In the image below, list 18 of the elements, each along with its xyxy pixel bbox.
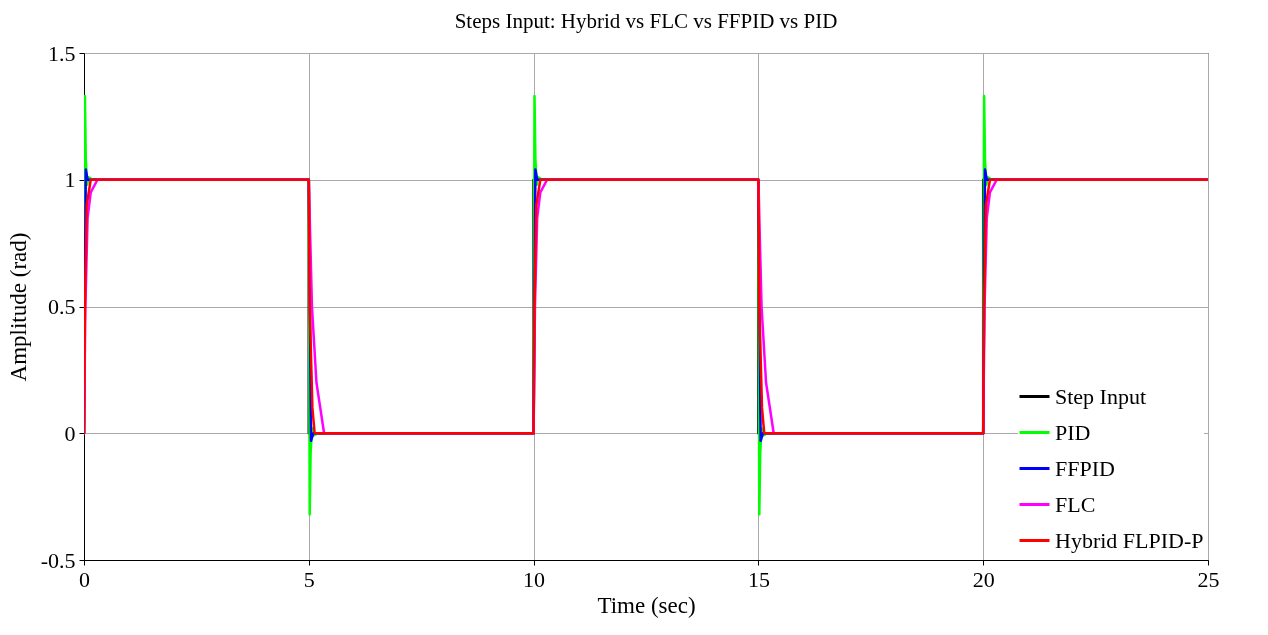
y-tick-label: -0.5 [40, 547, 76, 573]
chart-title: Steps Input: Hybrid vs FLC vs FFPID vs PID [454, 9, 838, 33]
y-tick-label: 1 [64, 167, 76, 193]
x-tick-label: 10 [523, 566, 546, 592]
y-axis-title: Amplitude (rad) [5, 232, 31, 382]
legend-label: FLC [1055, 491, 1096, 517]
y-tick-label: 0.5 [48, 294, 76, 319]
x-tick-label: 20 [972, 566, 995, 592]
legend-label: Step Input [1055, 383, 1147, 409]
x-tick-label: 15 [747, 566, 770, 592]
y-tick-label: 1.5 [48, 40, 76, 66]
y-tick-label: 0 [64, 420, 76, 446]
x-axis-title: Time (sec) [597, 592, 696, 618]
legend-label: PID [1055, 419, 1091, 445]
legend-label: Hybrid FLPID-P [1055, 527, 1204, 553]
x-tick-label: 5 [303, 566, 315, 592]
legend-label: FFPID [1055, 455, 1115, 481]
x-tick-label: 25 [1197, 566, 1220, 592]
